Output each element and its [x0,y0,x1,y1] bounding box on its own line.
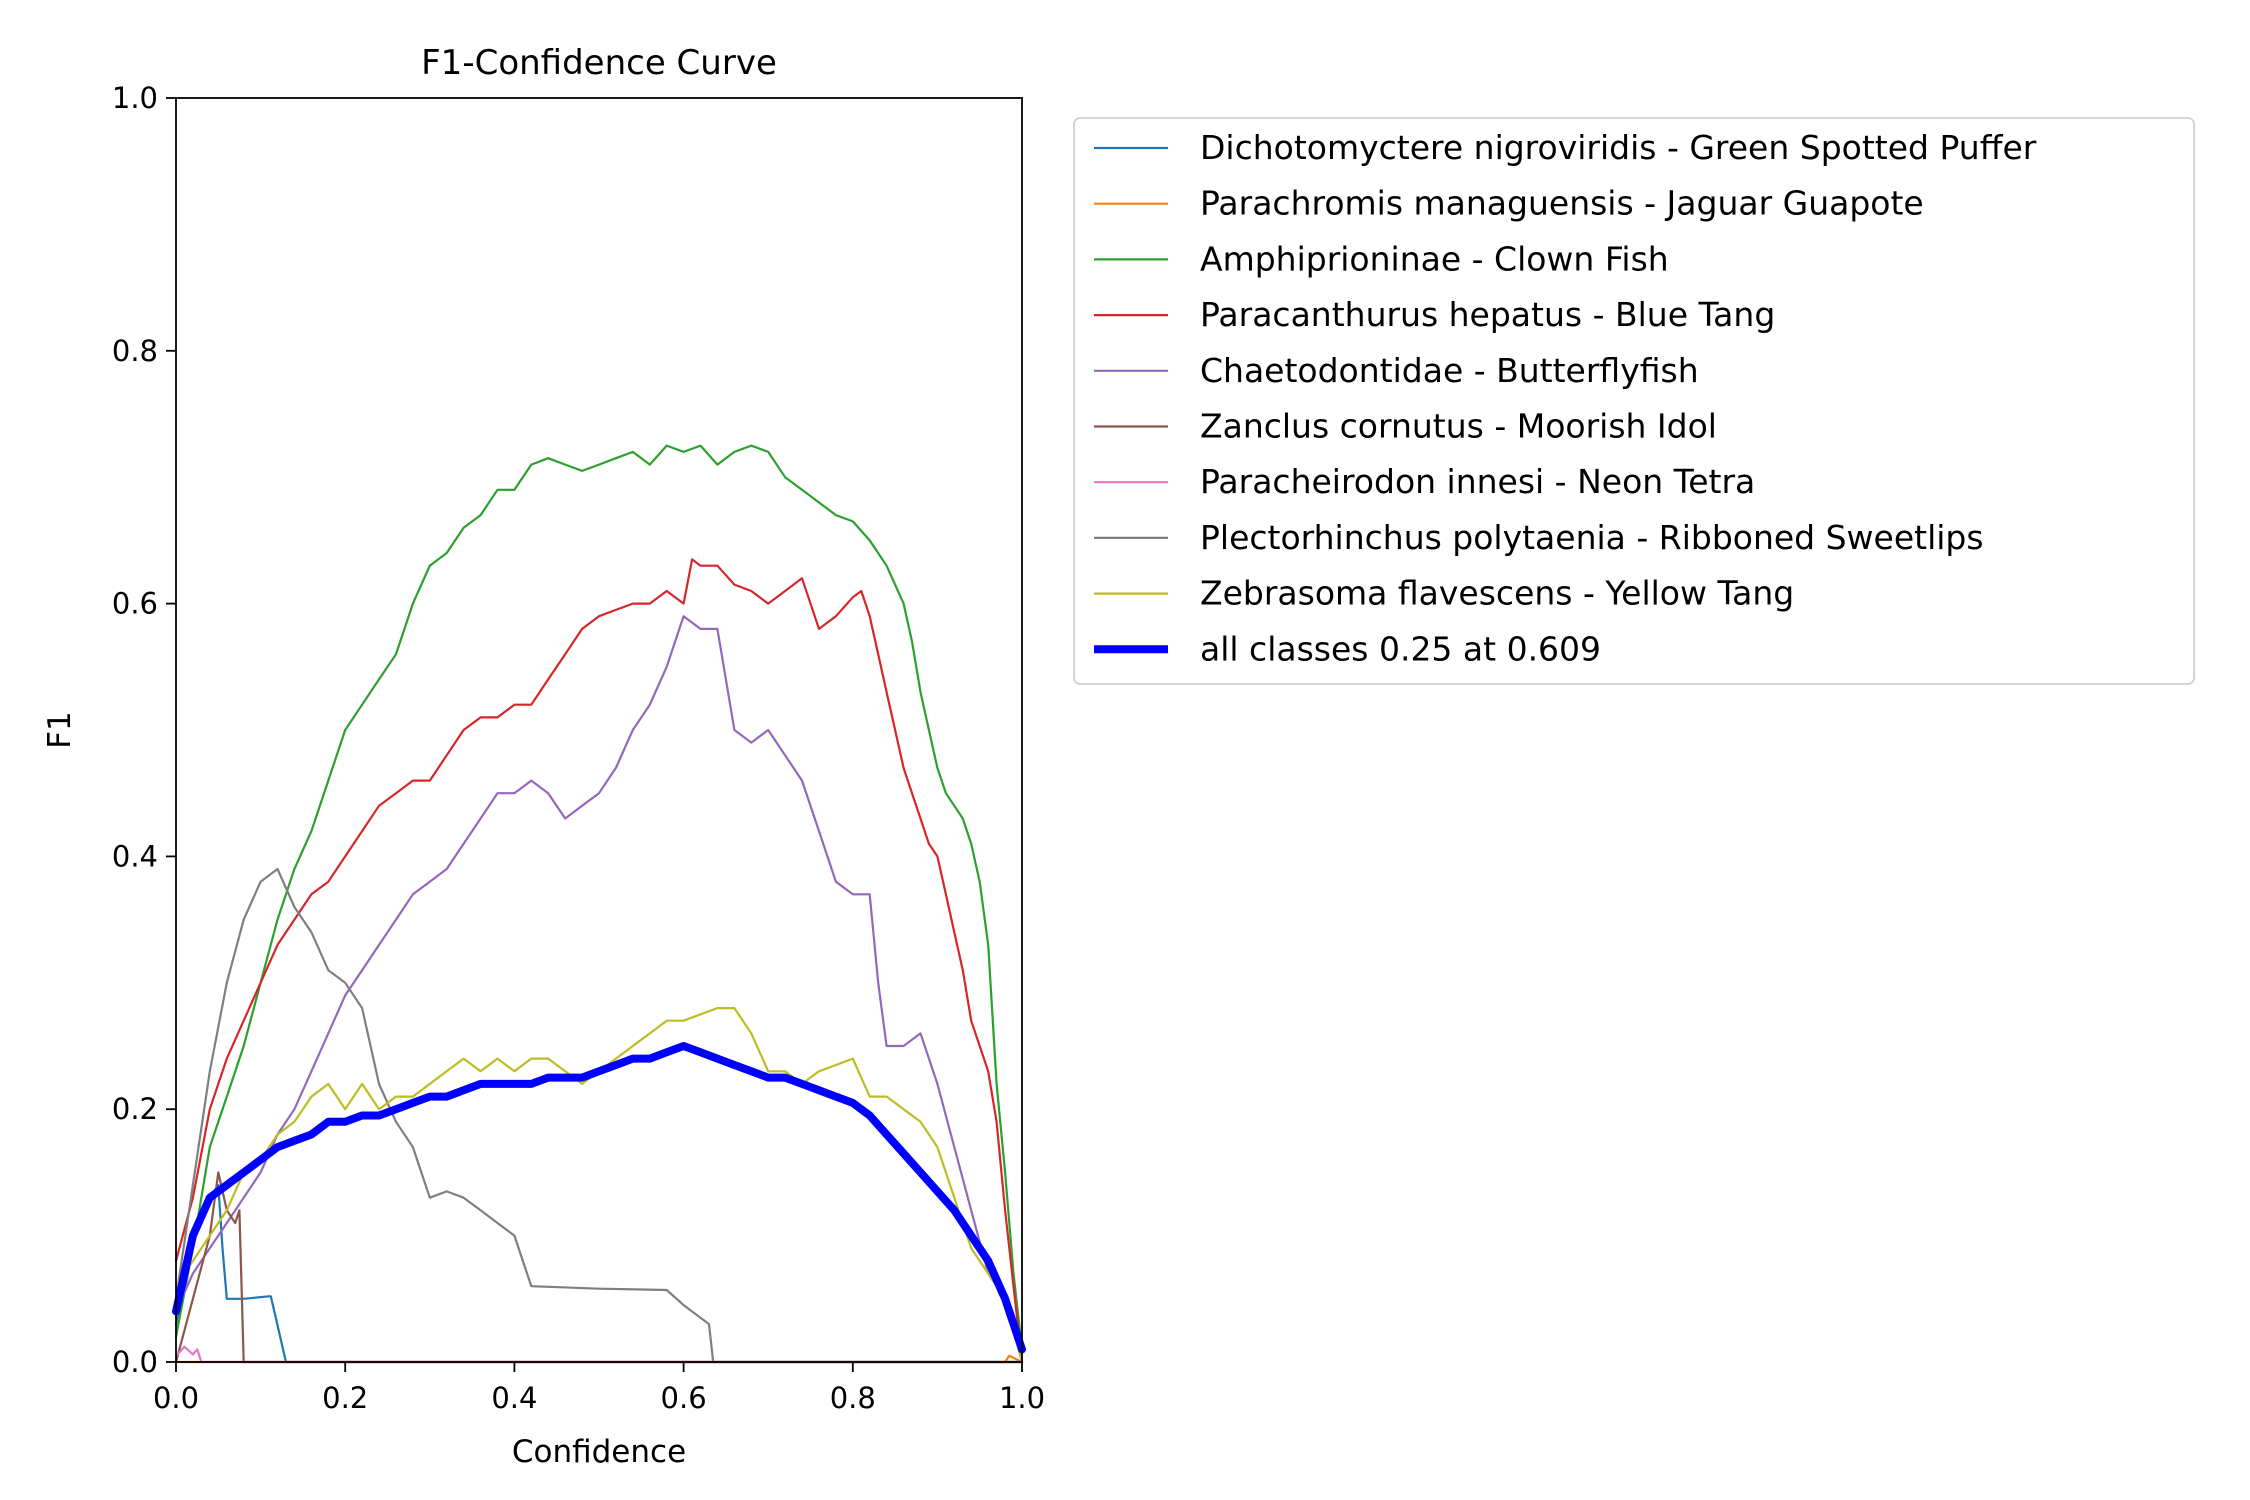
x-tick-label: 0.6 [661,1381,707,1415]
x-tick-label: 0.8 [830,1381,876,1415]
legend-box [1073,117,2195,685]
y-axis-ticks: 0.0 0.2 0.4 0.6 0.8 1.0 [112,81,176,1379]
plot-frame [175,97,1023,1363]
x-tick-label: 0.4 [491,1381,537,1415]
x-tick-label: 0.2 [322,1381,368,1415]
legend-label-zanclus-cornutus-moorish-idol: Zanclus cornutus - Moorish Idol [1200,407,1717,446]
x-axis-ticks: 0.0 0.2 0.4 0.6 0.8 1.0 [153,1362,1045,1415]
y-tick-label: 0.8 [112,334,158,368]
legend-label-parachromis-managuensis-jaguar-guapote: Parachromis managuensis - Jaguar Guapote [1200,184,1924,223]
y-tick-label: 0.0 [112,1345,158,1379]
series-line-chaetodontidae-butterflyfish [174,615,1024,1364]
y-axis-label: F1 [42,711,78,749]
y-tick-label: 1.0 [112,81,158,115]
legend: Dichotomyctere nigroviridis - Green Spot… [1073,117,2195,685]
y-tick-label: 0.2 [112,1092,158,1126]
series-line-plectorhinchus-polytaenia-ribboned-sweetlips [174,867,1024,1364]
x-tick-label: 1.0 [999,1381,1045,1415]
x-axis-label: Confidence [512,1434,686,1470]
chart-title: F1-Confidence Curve [421,43,777,83]
legend-label-amphiprioninae-clown-fish: Amphiprioninae - Clown Fish [1200,239,1669,278]
plot-lines [172,444,1026,1364]
x-tick-label: 0.0 [153,1381,199,1415]
series-line-amphiprioninae-clown-fish [174,444,1024,1351]
legend-label-chaetodontidae-butterflyfish: Chaetodontidae - Butterflyfish [1200,351,1699,390]
legend-entries: Dichotomyctere nigroviridis - Green Spot… [1094,128,2037,668]
y-tick-label: 0.4 [112,839,158,873]
legend-label-zebrasoma-flavescens-yellow-tang: Zebrasoma flavescens - Yellow Tang [1200,574,1794,613]
legend-label-dichotomyctere-nigroviridis-green-spotted-puffer: Dichotomyctere nigroviridis - Green Spot… [1200,128,2037,167]
legend-label-paracheirodon-innesi-neon-tetra: Paracheirodon innesi - Neon Tetra [1200,462,1755,501]
legend-label-plectorhinchus-polytaenia-ribboned-sweetlips: Plectorhinchus polytaenia - Ribboned Swe… [1200,518,1984,557]
y-tick-label: 0.6 [112,587,158,621]
series-line-paracanthurus-hepatus-blue-tang [174,558,1024,1364]
legend-label-paracanthurus-hepatus-blue-tang: Paracanthurus hepatus - Blue Tang [1200,295,1775,334]
legend-label-all-classes-0-25-at-0-609: all classes 0.25 at 0.609 [1200,629,1601,668]
series-line-all-classes-0-25-at-0-609 [172,1042,1026,1354]
